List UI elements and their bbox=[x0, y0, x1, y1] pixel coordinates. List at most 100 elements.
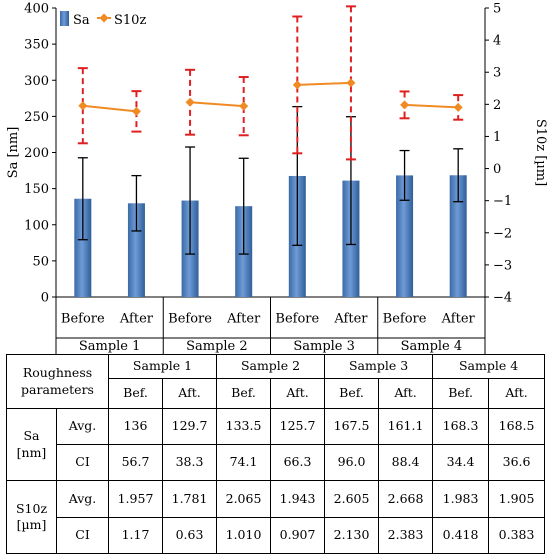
y-tick-label: 100 bbox=[24, 218, 49, 233]
group-label: Sample 3 bbox=[293, 339, 355, 354]
table-row: CI 1.17 0.63 1.010 0.907 2.130 2.383 0.4… bbox=[7, 517, 546, 554]
param-line1: S10z bbox=[15, 500, 48, 516]
table-cell: 96.0 bbox=[324, 444, 380, 481]
bar bbox=[127, 203, 145, 297]
table-cell: 1.943 bbox=[270, 480, 326, 518]
table-param-cell: Sa [nm] bbox=[6, 408, 57, 481]
table-cell: 2.065 bbox=[216, 480, 272, 518]
table-cell: 1.983 bbox=[432, 480, 490, 518]
series-line-segment bbox=[297, 81, 351, 86]
line-point bbox=[78, 101, 88, 111]
y2-tick-label: 1 bbox=[493, 130, 501, 145]
y-tick-label: 0 bbox=[41, 291, 49, 306]
table-row: Sa [nm] Avg. 136 129.7 133.5 125.7 167.5… bbox=[6, 408, 546, 481]
x-tick-label: Before bbox=[275, 312, 319, 327]
corner-line2: parameters bbox=[21, 381, 94, 397]
table-cell: 161.1 bbox=[378, 408, 434, 445]
y-tick-label: 250 bbox=[24, 110, 49, 125]
table-cell: 136 bbox=[108, 408, 164, 445]
table-row: CI 56.7 38.3 74.1 66.3 96.0 88.4 34.4 36… bbox=[7, 444, 546, 481]
series-line-segment bbox=[82, 104, 137, 113]
table-cell: 2.668 bbox=[378, 480, 434, 518]
param-line2: [µm] bbox=[16, 517, 47, 532]
table-cell: 38.3 bbox=[162, 444, 218, 481]
x-tick-label: After bbox=[333, 312, 368, 327]
table-sub-header: Bef. bbox=[432, 378, 490, 409]
group-label: Sample 4 bbox=[401, 339, 463, 354]
table-cell: 1.010 bbox=[216, 517, 272, 554]
table-sub-header: Bef. bbox=[324, 378, 380, 409]
x-tick-label: After bbox=[226, 312, 261, 327]
y2-tick-label: 3 bbox=[493, 66, 501, 81]
table-cell: 168.3 bbox=[432, 408, 490, 445]
combo-chart: 0 50 100 150 200 250 300 350 400 −4 −3 −2 −1 0 1 2 3 4 5 Sa… bbox=[6, 2, 548, 354]
y-axis-title: Sa [nm] bbox=[6, 127, 21, 179]
table-cell: 2.605 bbox=[324, 480, 380, 518]
table-corner-header: Roughness parameters bbox=[5, 354, 110, 409]
table-cell: 34.4 bbox=[432, 444, 490, 481]
table-sample-header: Sample 4 bbox=[432, 354, 546, 379]
table-row: S10z [µm] Avg. 1.957 1.781 2.065 1.943 2… bbox=[6, 480, 546, 554]
x-tick-label: Before bbox=[168, 312, 212, 327]
table-cell: 0.907 bbox=[270, 517, 326, 554]
table-sub-header: Bef. bbox=[216, 378, 272, 409]
table-param-cell: S10z [µm] bbox=[6, 480, 57, 554]
table-stat-cell: Avg. bbox=[55, 408, 110, 445]
legend-bar-label: Sa bbox=[73, 13, 90, 28]
table-sub-header: Aft. bbox=[162, 378, 218, 409]
y2-tick-label: 2 bbox=[493, 98, 501, 113]
table-cell: 66.3 bbox=[270, 444, 326, 481]
corner-line1: Roughness bbox=[22, 365, 93, 381]
table-sub-header: Aft. bbox=[270, 378, 326, 409]
series-line-segment bbox=[404, 103, 459, 109]
y-tick-label: 400 bbox=[24, 2, 49, 17]
series-line-segment bbox=[189, 101, 244, 108]
group-label: Sample 1 bbox=[79, 339, 141, 354]
y-tick-label: 200 bbox=[24, 146, 49, 161]
param-line1: Sa bbox=[23, 428, 40, 444]
bar bbox=[74, 198, 92, 297]
table-sub-header: Aft. bbox=[488, 378, 546, 409]
line-point bbox=[400, 100, 410, 110]
line-point bbox=[185, 97, 195, 107]
line-point bbox=[346, 78, 356, 88]
table-stat-cell: CI bbox=[55, 444, 110, 481]
x-tick-label: Before bbox=[383, 312, 427, 327]
table-sample-header: Sample 2 bbox=[216, 354, 326, 379]
y2-tick-label: −4 bbox=[493, 291, 512, 306]
line-point bbox=[239, 101, 249, 111]
y-tick-label: 350 bbox=[24, 38, 49, 53]
table-cell: 56.7 bbox=[108, 444, 164, 481]
line-point bbox=[292, 80, 302, 90]
roughness-table: Roughness parameters Sample 1 Sample 2 S… bbox=[5, 354, 546, 554]
table-cell: 1.17 bbox=[108, 517, 164, 554]
table-cell: 1.905 bbox=[488, 480, 546, 518]
table-header-row: Roughness parameters Sample 1 Sample 2 S… bbox=[5, 354, 546, 409]
y2-tick-label: −3 bbox=[493, 258, 512, 273]
legend-line-label: S10z bbox=[114, 13, 146, 28]
table-sample-header: Sample 3 bbox=[324, 354, 434, 379]
table-cell: 129.7 bbox=[162, 408, 218, 445]
y2-tick-label: −1 bbox=[493, 194, 512, 209]
x-tick-label: After bbox=[441, 312, 476, 327]
y2-tick-label: 4 bbox=[493, 34, 501, 49]
table-stat-cell: CI bbox=[55, 517, 110, 554]
y2-tick-label: 5 bbox=[493, 2, 501, 17]
y2-axis-title: S10z [µm] bbox=[533, 119, 548, 186]
table-cell: 168.5 bbox=[488, 408, 546, 445]
bar bbox=[449, 175, 467, 297]
group-label: Sample 2 bbox=[186, 339, 248, 354]
legend-diamond-icon bbox=[99, 13, 109, 23]
y-tick-label: 150 bbox=[24, 182, 49, 197]
y-tick-label: 300 bbox=[24, 74, 49, 89]
table-cell: 2.130 bbox=[324, 517, 380, 554]
y-tick-label: 50 bbox=[32, 254, 49, 269]
table-cell: 2.383 bbox=[378, 517, 434, 554]
table-cell: 133.5 bbox=[216, 408, 272, 445]
legend-bar-swatch bbox=[60, 11, 69, 26]
table-sample-header: Sample 1 bbox=[108, 354, 218, 379]
table-stat-cell: Avg. bbox=[55, 480, 110, 518]
bar bbox=[396, 175, 414, 297]
table-cell: 0.383 bbox=[488, 517, 546, 554]
line-point bbox=[131, 106, 141, 116]
